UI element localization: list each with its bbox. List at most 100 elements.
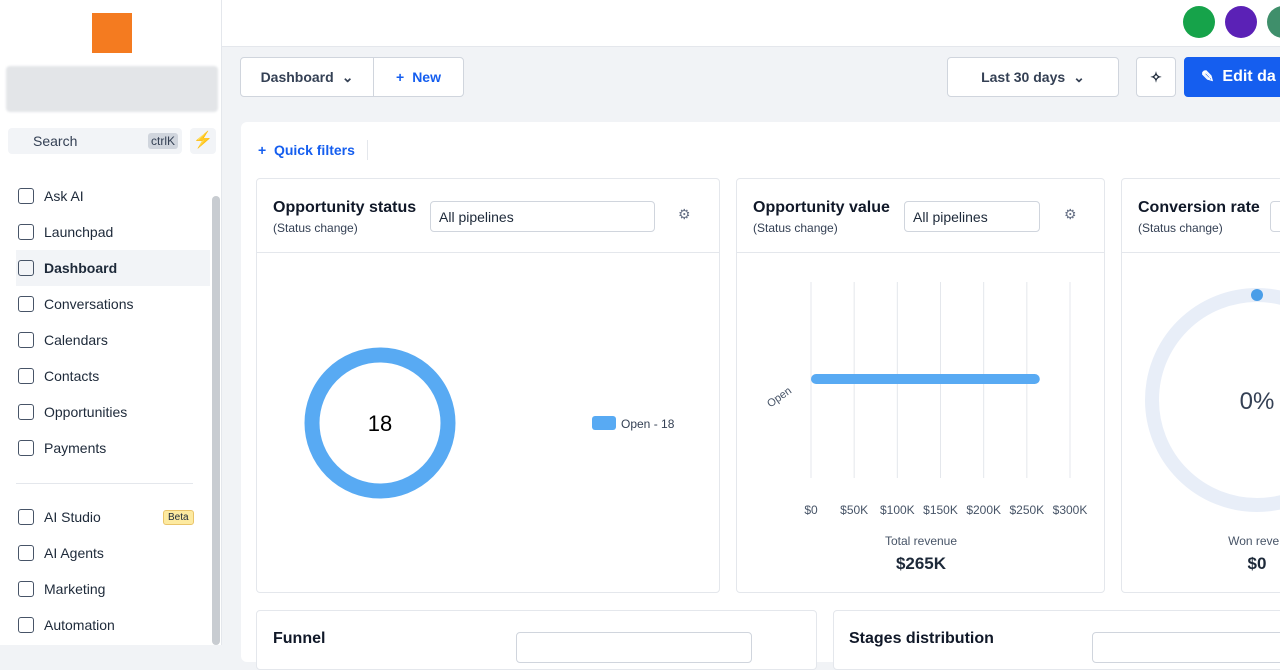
settings-icon[interactable]: ⚙ <box>1064 206 1077 222</box>
nav-label: Launchpad <box>44 224 114 240</box>
nav-label: Ask AI <box>44 188 84 204</box>
search-label: Search <box>33 133 78 149</box>
search[interactable]: Search ctrlK <box>8 128 182 154</box>
date-range[interactable]: Last 30 days ⌄ <box>947 57 1119 97</box>
avatar[interactable] <box>1267 6 1280 38</box>
nav-icon <box>18 581 34 597</box>
x-tick-label: $150K <box>923 503 958 517</box>
phone-button[interactable] <box>1183 6 1215 38</box>
x-tick-label: $0 <box>804 503 818 517</box>
dashboard-select[interactable]: Dashboard ⌄ <box>240 57 374 97</box>
legend-label: Open - 18 <box>621 417 675 431</box>
nav-label: Marketing <box>44 581 106 597</box>
x-tick-label: $100K <box>880 503 915 517</box>
nav-icon <box>18 617 34 633</box>
shortcut: ctrlK <box>148 133 178 149</box>
label: Edit da <box>1222 68 1276 85</box>
card-title: Opportunity value <box>753 199 890 216</box>
nav-label: Contacts <box>44 368 100 384</box>
header <box>222 0 1280 47</box>
ai-button[interactable] <box>1225 6 1257 38</box>
divider <box>737 252 1104 253</box>
nav-label: AI Agents <box>44 545 104 561</box>
nav-icon <box>18 296 34 312</box>
divider <box>1122 252 1280 253</box>
gauge-marker <box>1251 289 1263 301</box>
nav-label: Dashboard <box>44 260 118 276</box>
label: Quick filters <box>273 142 355 158</box>
divider <box>257 252 719 253</box>
nav-label: AI Studio <box>44 509 101 525</box>
card <box>736 178 1105 593</box>
total-value: $0 <box>1248 554 1267 573</box>
nav-item[interactable]: AI Agents <box>16 535 210 571</box>
nav-label: Payments <box>44 440 107 456</box>
nav-icon <box>18 440 34 456</box>
nav-icon <box>18 332 34 348</box>
account-switcher[interactable] <box>6 66 218 112</box>
nav-item[interactable]: Dashboard <box>16 250 210 286</box>
nav-item[interactable]: Launchpad <box>16 214 210 250</box>
nav-icon <box>18 404 34 420</box>
bar <box>811 374 1040 384</box>
nav-label: Opportunities <box>44 404 128 420</box>
nav-icon <box>18 224 34 240</box>
nav-icon <box>18 188 34 204</box>
card-subtitle: (Status change) <box>273 221 358 235</box>
nav-item[interactable]: AI Studio Beta <box>16 499 210 535</box>
logo <box>92 13 132 53</box>
badge: Beta <box>163 510 194 525</box>
settings-icon[interactable]: ⚙ <box>678 206 691 222</box>
nav-label: Calendars <box>44 332 108 348</box>
scrollbar[interactable] <box>212 196 220 645</box>
nav-icon <box>18 545 34 561</box>
nav-icon <box>18 368 34 384</box>
nav-label: Automation <box>44 617 115 633</box>
card-subtitle: (Status change) <box>753 221 838 235</box>
total-value: $265K <box>896 554 947 573</box>
nav-label: Conversations <box>44 296 134 312</box>
label: Dashboard <box>260 69 334 85</box>
nav-item[interactable]: Marketing <box>16 571 210 607</box>
y-tick-label: Open <box>765 385 794 410</box>
label: New <box>412 69 441 85</box>
total-label: Total revenue <box>885 534 957 548</box>
card-subtitle: (Status change) <box>1138 221 1223 235</box>
nav-item[interactable]: Payments <box>16 430 210 466</box>
card-title: Conversion rate <box>1138 199 1260 216</box>
nav-item[interactable]: Ask AI <box>16 178 210 214</box>
label: All pipelines <box>439 208 514 225</box>
nav-item[interactable]: Calendars <box>16 322 210 358</box>
card-title: Stages distribution <box>849 630 994 647</box>
ai-tool[interactable]: ✧ <box>1136 57 1176 97</box>
new-button[interactable]: + New <box>373 57 464 97</box>
x-tick-label: $300K <box>1053 503 1088 517</box>
gauge-value: 0% <box>1240 388 1275 415</box>
quick-filters[interactable]: + Quick filters <box>258 140 368 160</box>
edit-button[interactable]: ✎ Edit da <box>1184 57 1280 97</box>
card <box>256 178 720 593</box>
pipeline-select[interactable]: All pipelines <box>904 201 1040 232</box>
charts: 18 Open - 18 $0 $50K $100K $150K $200K $250K $30… <box>304 282 1280 573</box>
x-tick-label: $200K <box>966 503 1001 517</box>
pipeline-select[interactable] <box>1270 201 1280 232</box>
donut-segment <box>304 347 456 499</box>
pipeline-select[interactable]: All pipelines <box>430 201 655 232</box>
label: Last 30 days <box>981 69 1066 85</box>
sidebar: Search ctrlK ⚡ Ask AI Launchpad Dashboard C… <box>0 0 222 645</box>
card-title: Opportunity status <box>273 199 417 216</box>
donut-center: 18 <box>368 411 392 436</box>
nav-icon <box>18 509 34 525</box>
total-label: Won reven <box>1228 534 1280 548</box>
legend-swatch <box>592 416 616 430</box>
nav-item[interactable]: Automation <box>16 607 210 643</box>
nav-item[interactable]: Conversations <box>16 286 210 322</box>
nav-item[interactable]: Contacts <box>16 358 210 394</box>
card-title: Funnel <box>273 630 326 647</box>
quick-action[interactable]: ⚡ <box>190 128 216 154</box>
nav-item[interactable]: Opportunities <box>16 394 210 430</box>
label: All pipelines <box>913 208 988 225</box>
x-tick-label: $250K <box>1009 503 1044 517</box>
divider <box>16 483 193 484</box>
